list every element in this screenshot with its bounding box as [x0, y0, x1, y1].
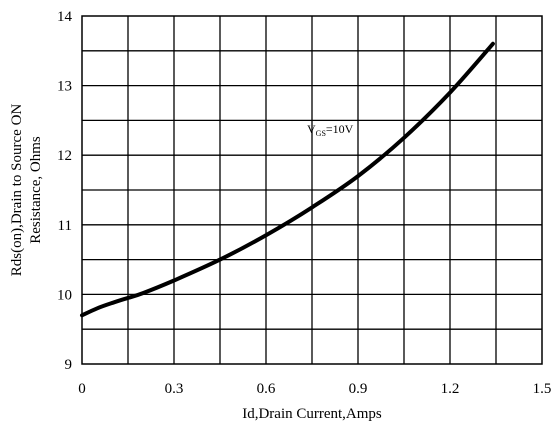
x-tick-label: 1.2	[441, 381, 460, 397]
y-tick-labels: 9 10 11 12 13 14	[57, 9, 73, 373]
x-tick-labels: 0 0.3 0.6 0.9 1.2 1.5	[78, 381, 551, 397]
y-axis-label-line-1: Rds(on),Drain to Source ON	[9, 104, 25, 277]
plot-frame	[81, 15, 543, 365]
grid	[82, 16, 542, 364]
y-tick-label: 13	[57, 79, 72, 95]
x-tick-label: 0.3	[165, 381, 184, 397]
x-tick-label: 0.6	[257, 381, 276, 397]
vgs-annotation: VGS=10V	[307, 122, 354, 138]
series-line	[80, 41, 495, 318]
x-axis-label: Id,Drain Current,Amps	[242, 406, 382, 422]
y-tick-label: 9	[65, 357, 73, 373]
y-axis-label: Rds(on),Drain to Source ON Resistance, O…	[9, 104, 44, 277]
x-tick-label: 0	[78, 381, 86, 397]
y-tick-label: 11	[58, 218, 72, 234]
y-axis-label-line-2: Resistance, Ohms	[28, 136, 44, 244]
y-tick-label: 10	[57, 287, 72, 303]
y-tick-label: 14	[57, 9, 73, 25]
x-tick-label: 0.9	[349, 381, 368, 397]
x-tick-label: 1.5	[533, 381, 552, 397]
y-tick-label: 12	[57, 148, 72, 164]
